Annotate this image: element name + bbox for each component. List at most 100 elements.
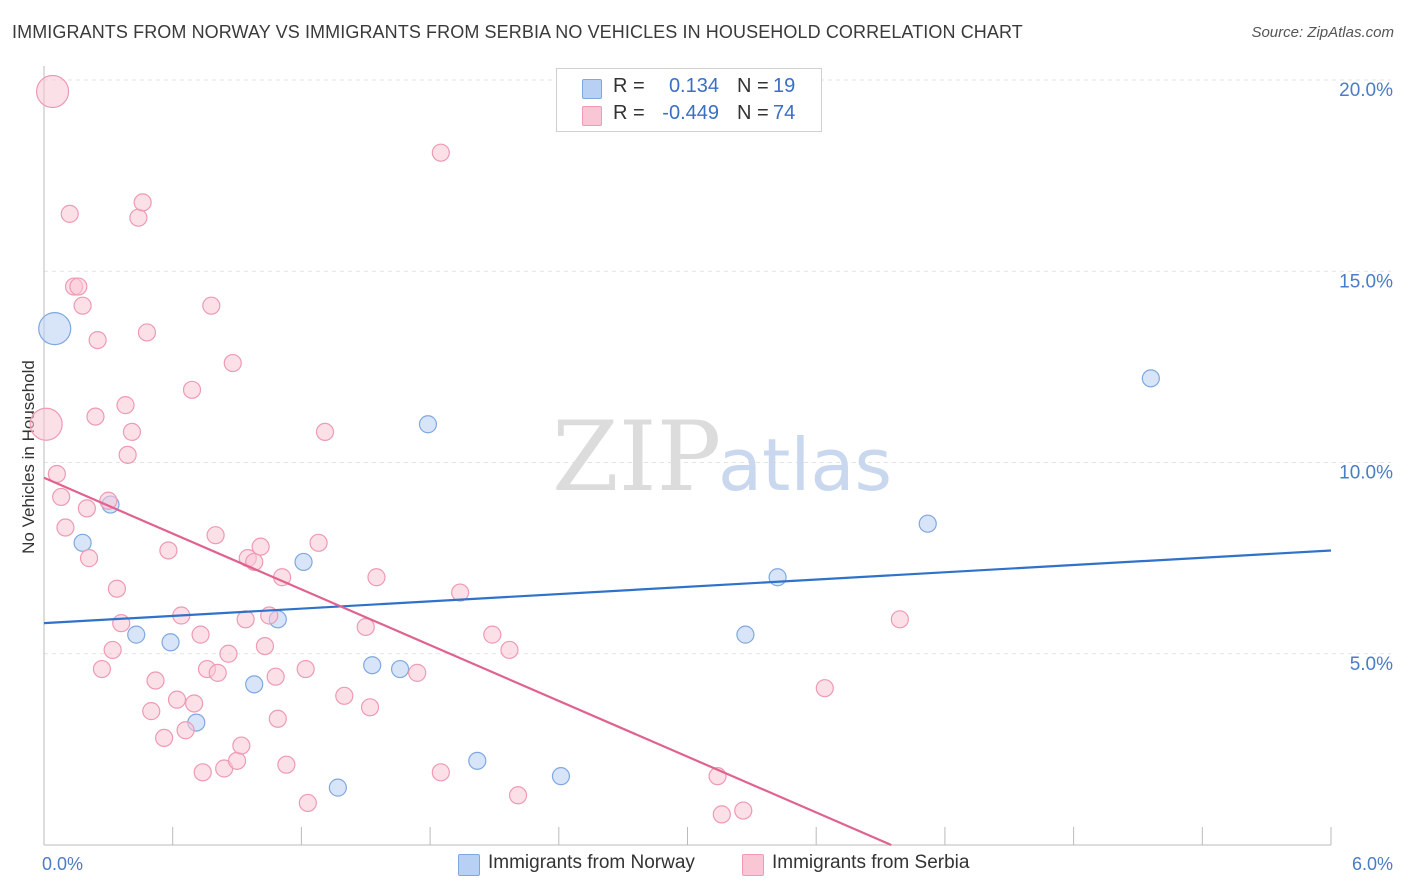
watermark-zip: ZIP — [552, 401, 721, 513]
norway-point — [38, 312, 72, 346]
serbia-point — [118, 445, 137, 464]
serbia-point — [77, 499, 97, 518]
norway-point — [127, 625, 146, 644]
serbia-point — [223, 353, 242, 373]
x-tick-label: 0.0% — [42, 854, 83, 874]
serbia-point — [137, 323, 157, 342]
r-value: 0.134 — [668, 75, 719, 97]
serbia-legend-swatch — [742, 854, 764, 876]
serbia-point — [133, 193, 152, 212]
n-label: N = — [737, 75, 769, 97]
series-serbia-points — [29, 74, 909, 824]
serbia-point — [712, 805, 731, 824]
x-tick-label: 6.0% — [1352, 854, 1393, 874]
y-tick-label: 10.0% — [1339, 463, 1393, 484]
y-tick-label: 5.0% — [1350, 654, 1393, 675]
y-tick-label: 20.0% — [1339, 80, 1393, 101]
norway-point — [245, 675, 264, 694]
y-axis-label: No Vehicles in Household — [19, 360, 38, 554]
serbia-point — [508, 786, 528, 805]
serbia-point — [483, 625, 502, 644]
serbia-point — [116, 396, 135, 415]
serbia-point — [296, 659, 315, 679]
serbia-point — [360, 698, 380, 717]
series-norway-points — [38, 312, 1160, 797]
serbia-point — [176, 721, 195, 740]
serbia-point — [92, 659, 112, 679]
norway-point — [73, 533, 92, 552]
norway-point — [363, 656, 382, 675]
serbia-point — [734, 801, 753, 820]
serbia-point — [122, 422, 142, 441]
norway-point — [468, 751, 487, 770]
norway-point — [390, 659, 410, 679]
serbia-point — [103, 640, 122, 660]
legend-label: Immigrants from Serbia — [772, 852, 970, 873]
serbia-swatch — [582, 106, 602, 126]
norway-point — [294, 552, 313, 572]
serbia-point — [500, 640, 519, 660]
serbia-point — [56, 518, 75, 537]
serbia-point — [88, 331, 107, 350]
serbia-point — [112, 614, 131, 633]
serbia-point — [335, 686, 354, 705]
serbia-point — [277, 755, 296, 774]
serbia-point — [107, 579, 127, 598]
r-label: R = — [613, 75, 645, 97]
chart-title: IMMIGRANTS FROM NORWAY VS IMMIGRANTS FRO… — [12, 22, 1023, 42]
norway-point — [918, 514, 937, 533]
y-tick-label: 15.0% — [1339, 271, 1393, 292]
serbia-point — [815, 679, 834, 698]
gridlines — [44, 79, 1391, 655]
serbia-point — [79, 549, 99, 568]
serbia-point — [193, 763, 212, 782]
serbia-point — [251, 537, 270, 556]
r-label: R = — [613, 102, 645, 124]
r-value: -0.449 — [662, 102, 719, 124]
norway-trend-line — [43, 549, 1332, 625]
serbia-point — [890, 610, 909, 629]
norway-swatch — [582, 79, 602, 99]
norway-legend-swatch — [458, 854, 480, 876]
serbia-point — [155, 728, 174, 748]
serbia-point — [431, 763, 450, 782]
serbia-point — [52, 487, 71, 507]
norway-point — [551, 767, 571, 786]
correlation-stats-box: R = 0.134 N = 19 R = -0.449 N = 74 — [556, 68, 822, 132]
serbia-point — [356, 617, 375, 637]
serbia-point — [208, 663, 227, 682]
serbia-point — [185, 694, 204, 713]
serbia-point — [227, 751, 247, 770]
axes — [43, 66, 1332, 846]
norway-point — [768, 568, 787, 587]
serbia-point — [182, 380, 202, 399]
legend-label: Immigrants from Norway — [488, 852, 695, 873]
serbia-point — [451, 583, 470, 602]
tick-labels: 5.0% 10.0% 15.0% 20.0% 0.0% 6.0% — [42, 80, 1393, 874]
n-value: 74 — [773, 102, 796, 124]
serbia-point — [191, 625, 210, 644]
norway-point — [1141, 369, 1160, 388]
watermark-atlas: atlas — [718, 423, 892, 507]
stat-row-norway: R = 0.134 N = 19 — [557, 73, 821, 101]
serbia-point — [29, 407, 63, 441]
serbia-point — [206, 526, 225, 545]
serbia-point — [255, 636, 275, 656]
serbia-point — [129, 208, 148, 227]
serbia-point — [202, 296, 221, 315]
serbia-point — [73, 296, 92, 315]
serbia-point — [60, 204, 79, 223]
serbia-point — [232, 736, 251, 755]
n-value: 19 — [773, 75, 796, 97]
serbia-point — [159, 541, 178, 560]
serbia-point — [431, 143, 450, 162]
norway-point — [736, 625, 755, 644]
serbia-point — [219, 644, 238, 663]
n-label: N = — [737, 102, 769, 124]
serbia-point — [408, 663, 427, 682]
norway-point — [161, 633, 180, 652]
serbia-point — [309, 533, 328, 552]
serbia-trend-line — [43, 476, 892, 847]
stat-row-serbia: R = -0.449 N = 74 — [557, 100, 821, 128]
serbia-point — [298, 793, 317, 813]
